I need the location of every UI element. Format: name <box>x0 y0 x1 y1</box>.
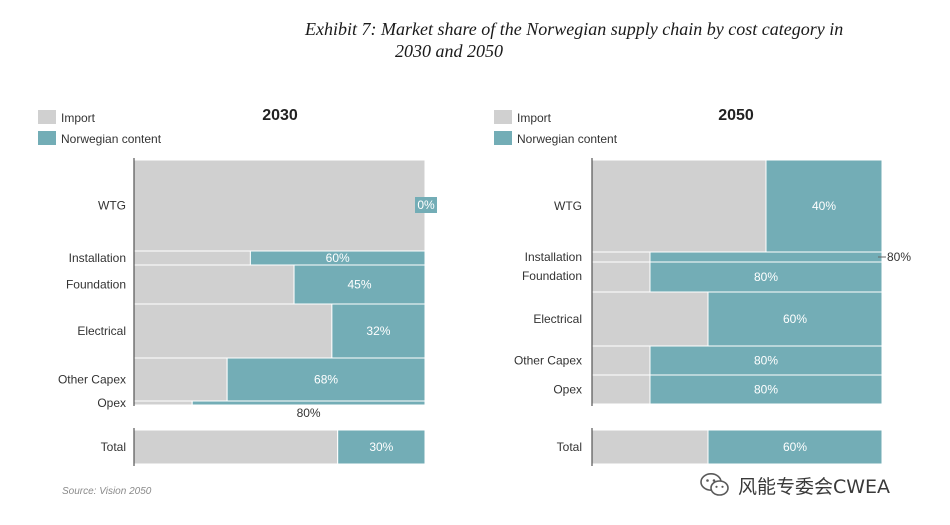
p2050-installation-import-bar <box>591 251 651 263</box>
p2050-wtg-value-label: 40% <box>812 199 836 213</box>
p2050-other-capex-label: Other Capex <box>514 354 582 368</box>
p2030-total-norwegian-bar <box>337 429 426 465</box>
p2030-legend-import-swatch <box>38 110 56 124</box>
p2050-opex-import-bar <box>591 374 651 405</box>
p2030-total-label: Total <box>101 440 126 454</box>
p2050-total-import-bar <box>591 429 709 465</box>
p2050-other-capex-value-label: 80% <box>754 354 778 368</box>
p2050-opex-norwegian-bar <box>649 374 883 405</box>
p2030-total-import-bar <box>133 429 339 465</box>
chart-title-line-2: 2030 and 2050 <box>395 41 503 61</box>
watermark-text: 风能专委会CWEA <box>738 475 891 498</box>
p2050-installation-label: Installation <box>525 250 582 264</box>
p2030-opex-label: Opex <box>97 396 126 410</box>
p2030-other-capex-value-label: 68% <box>314 373 338 387</box>
p2050-total-label: Total <box>557 440 582 454</box>
p2050-other-capex-import-bar <box>591 345 651 376</box>
p2050-electrical-value-label: 60% <box>783 312 807 326</box>
p2030-other-capex-norwegian-bar <box>226 357 426 402</box>
p2030-wtg-value-box <box>415 197 437 213</box>
p2050-foundation-import-bar <box>591 261 651 293</box>
p2030-foundation-value-label: 45% <box>348 278 372 292</box>
chart-title: Exhibit 7: Market share of the Norwegian… <box>305 18 925 62</box>
p2030-installation-import-bar <box>133 250 251 266</box>
p2050-electrical-import-bar <box>591 291 709 347</box>
p2030-total-value-label: 30% <box>369 440 393 454</box>
p2030-electrical-import-bar <box>133 303 333 359</box>
watermark: 风能专委会CWEA <box>700 470 890 500</box>
p2050-legend-norwegian-label: Norwegian content <box>517 132 618 146</box>
p2050-opex-value-label: 80% <box>754 383 778 397</box>
p2030-legend-import-label: Import <box>61 111 96 125</box>
p2050-wtg-norwegian-bar <box>765 159 883 253</box>
p2050-electrical-norwegian-bar <box>707 291 883 347</box>
wechat-icon <box>700 473 729 496</box>
p2050-legend-norwegian-swatch <box>494 131 512 145</box>
p2050-total-value-label: 60% <box>783 440 807 454</box>
p2030-panel-title: 2030 <box>262 107 298 124</box>
p2030-opex-norwegian-bar <box>191 400 426 406</box>
p2030-legend-norwegian-label: Norwegian content <box>61 132 162 146</box>
p2050-total-norwegian-bar <box>707 429 883 465</box>
p2050-other-capex-norwegian-bar <box>649 345 883 376</box>
p2030-other-capex-label: Other Capex <box>58 373 126 387</box>
p2030-electrical-norwegian-bar <box>331 303 426 359</box>
chart-title-line-1: Exhibit 7: Market share of the Norwegian… <box>305 19 844 39</box>
p2050-opex-label: Opex <box>553 383 582 397</box>
p2050-legend-import-swatch <box>494 110 512 124</box>
source-note: Source: Vision 2050 <box>62 486 152 497</box>
p2050-installation-value-label: 80% <box>887 250 911 264</box>
p2050-panel-title: 2050 <box>718 107 754 124</box>
p2030-electrical-label: Electrical <box>77 324 126 338</box>
p2050-wtg-label: WTG <box>554 199 582 213</box>
p2050-installation-norwegian-bar <box>649 251 883 263</box>
p2030-wtg-label: WTG <box>98 199 126 213</box>
p2030-opex-import-bar <box>133 400 193 406</box>
p2030-foundation-label: Foundation <box>66 278 126 292</box>
p2030-wtg-value-label: 0% <box>417 198 435 212</box>
p2050-foundation-norwegian-bar <box>649 261 883 293</box>
p2030-other-capex-import-bar <box>133 357 228 402</box>
p2050-legend-import-label: Import <box>517 111 552 125</box>
p2050-wtg-import-bar <box>591 159 767 253</box>
p2030-foundation-norwegian-bar <box>293 264 426 305</box>
p2050-foundation-value-label: 80% <box>754 270 778 284</box>
p2030-installation-label: Installation <box>69 251 126 265</box>
p2030-legend-norwegian-swatch <box>38 131 56 145</box>
p2050-electrical-label: Electrical <box>533 312 582 326</box>
p2030-opex-value-label: 80% <box>297 406 321 420</box>
p2030-foundation-import-bar <box>133 264 295 305</box>
p2050-foundation-label: Foundation <box>522 269 582 283</box>
p2030-electrical-value-label: 32% <box>366 324 390 338</box>
p2030-installation-value-label: 60% <box>326 251 350 265</box>
p2030-wtg-import-bar <box>133 159 426 252</box>
